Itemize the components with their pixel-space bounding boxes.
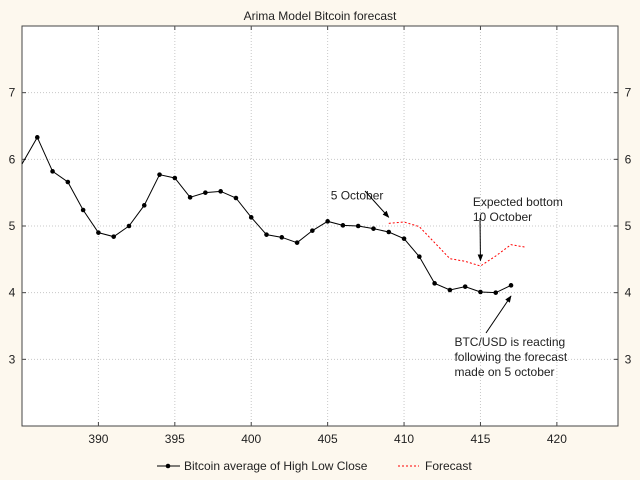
annotation-arrow	[485, 295, 512, 334]
x-tick-label: 400	[241, 432, 261, 446]
legend-label-forecast: Forecast	[425, 459, 472, 473]
bitcoin-point	[141, 203, 147, 208]
bitcoin-point	[233, 195, 239, 201]
bitcoin-point	[508, 283, 514, 288]
y-tick-label-right: 5	[625, 219, 632, 233]
bitcoin-point	[50, 169, 55, 174]
bitcoin-point	[355, 223, 361, 229]
x-tick-label: 390	[88, 432, 108, 446]
bitcoin-point	[386, 229, 392, 235]
bitcoin-point	[34, 135, 40, 140]
bitcoin-point	[172, 175, 178, 181]
bitcoin-point	[447, 287, 453, 293]
bitcoin-point	[279, 235, 285, 240]
bitcoin-point	[157, 172, 162, 177]
bitcoin-point	[401, 236, 407, 241]
bitcoin-point	[248, 215, 254, 220]
x-tick-label: 410	[394, 432, 414, 446]
y-tick-label-left: 7	[9, 86, 16, 100]
annotation-text: 10 October	[473, 210, 532, 224]
bitcoin-point	[80, 207, 86, 213]
bitcoin-point	[310, 228, 315, 233]
bitcoin-point	[126, 223, 132, 229]
bitcoin-point	[187, 195, 193, 200]
x-tick-label: 395	[165, 432, 185, 446]
axis-ticks: 390 395 400 405 410 415 420 3 3 4 4 5 5 6 6 7 7	[9, 26, 632, 446]
chart-title: Arima Model Bitcoin forecast	[244, 9, 397, 23]
bitcoin-point	[478, 289, 483, 295]
legend-marker-bitcoin	[165, 463, 171, 469]
bitcoin-point	[218, 189, 223, 194]
x-tick-label: 405	[318, 432, 338, 446]
x-tick-label: 420	[547, 432, 567, 446]
y-tick-label-left: 6	[9, 152, 16, 166]
annotation-text: made on 5 october	[454, 365, 554, 379]
x-tick-label: 415	[470, 432, 490, 446]
annotation-text: Expected bottom	[473, 195, 563, 209]
bitcoin-point	[264, 232, 269, 237]
bitcoin-point	[371, 226, 376, 231]
y-tick-label-left: 5	[9, 219, 16, 233]
y-tick-label-right: 4	[625, 286, 632, 300]
grid-lines	[22, 26, 618, 426]
bitcoin-point	[432, 281, 437, 286]
bitcoin-point	[417, 254, 422, 259]
y-tick-label-left: 4	[9, 286, 16, 300]
y-tick-label-right: 6	[625, 152, 632, 166]
bitcoin-point	[462, 284, 468, 289]
y-tick-label-left: 3	[9, 352, 16, 366]
legend: Bitcoin average of High Low Close Foreca…	[157, 459, 472, 473]
bitcoin-point	[65, 179, 71, 185]
y-tick-label-right: 7	[625, 86, 632, 100]
annotation-text: 5 October	[331, 188, 384, 202]
annotation-text: BTC/USD is reacting	[454, 335, 565, 349]
series-layer	[21, 135, 527, 295]
bitcoin-point	[111, 234, 116, 239]
y-tick-label-right: 3	[625, 352, 632, 366]
bitcoin-point	[340, 223, 346, 228]
bitcoin-point	[294, 240, 300, 245]
legend-label-bitcoin: Bitcoin average of High Low Close	[184, 459, 368, 473]
bitcoin-point	[493, 290, 499, 295]
annotation-text: following the forecast	[454, 350, 567, 364]
bitcoin-point	[203, 190, 208, 195]
bitcoin-point	[325, 219, 330, 224]
annotation-arrow	[364, 190, 390, 218]
bitcoin-point	[96, 230, 101, 235]
